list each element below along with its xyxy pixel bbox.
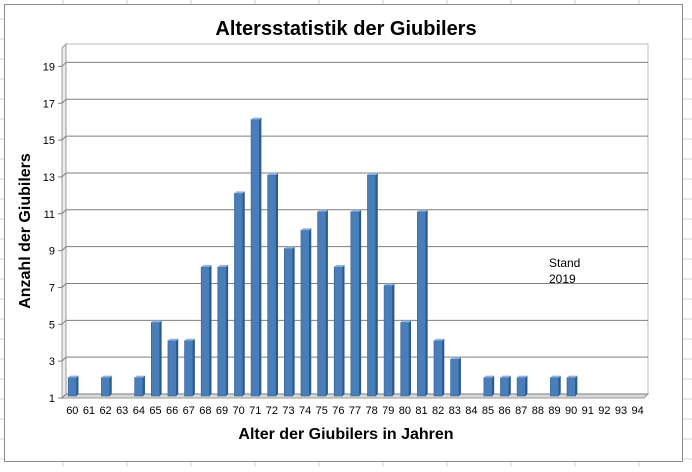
gridline-depth xyxy=(61,393,67,399)
x-tick-label: 70 xyxy=(232,405,244,417)
y-tick-label: 17 xyxy=(43,98,55,110)
bar xyxy=(250,117,262,397)
x-axis: 60 61 62 63 64 65 66 67 68 69 70 71 72 73 74 75 76 77 78 79… xyxy=(66,405,644,417)
x-tick-label: 82 xyxy=(432,405,444,417)
y-tick-label: 19 xyxy=(43,61,55,73)
x-tick-label: 69 xyxy=(216,405,228,417)
x-tick-label: 60 xyxy=(66,405,78,417)
x-tick-label: 63 xyxy=(116,405,128,417)
gridline-depth xyxy=(61,62,67,67)
bar xyxy=(433,338,445,397)
gridline-depth xyxy=(61,135,67,141)
gridline-depth xyxy=(61,98,67,104)
chart-annotation: Stand 2019 xyxy=(549,255,580,287)
bar xyxy=(333,265,345,397)
x-tick-label: 78 xyxy=(366,405,378,417)
bar xyxy=(483,375,495,397)
x-tick-label: 81 xyxy=(415,405,427,417)
y-tick-label: 15 xyxy=(43,135,55,147)
bar xyxy=(317,209,328,397)
gridline-depth xyxy=(61,283,67,288)
bar xyxy=(151,320,162,397)
y-tick-label: 9 xyxy=(49,246,55,258)
bar xyxy=(300,228,312,397)
bar xyxy=(566,375,578,397)
y-tick-label: 7 xyxy=(49,282,55,294)
x-tick-label: 61 xyxy=(83,405,95,417)
gridline-depth xyxy=(61,246,67,251)
x-tick-label: 88 xyxy=(532,405,544,417)
bar xyxy=(383,283,395,397)
x-tick-label: 71 xyxy=(249,405,261,417)
gridline-depth xyxy=(61,172,67,178)
x-tick-label: 62 xyxy=(99,405,111,417)
y-tick-label: 5 xyxy=(49,319,55,331)
x-tick-label: 89 xyxy=(548,405,560,417)
bar xyxy=(400,320,412,397)
gridline-depth xyxy=(61,209,67,215)
x-axis-label: Alter der Giubilers in Jahren xyxy=(238,426,454,443)
annotation-line-1: Stand xyxy=(549,256,581,270)
gridline-depth xyxy=(61,356,67,362)
bar xyxy=(500,375,511,397)
chart-title: Altersstatistik der Giubilers xyxy=(215,18,477,40)
x-tick-label: 65 xyxy=(149,405,161,417)
x-tick-label: 75 xyxy=(316,405,328,417)
x-tick-label: 77 xyxy=(349,405,361,417)
bar xyxy=(350,209,362,397)
x-tick-label: 68 xyxy=(199,405,211,417)
y-tick-label: 11 xyxy=(44,209,55,221)
bar xyxy=(417,209,428,397)
bar xyxy=(516,375,528,397)
x-tick-label: 87 xyxy=(515,405,527,417)
x-tick-label: 92 xyxy=(598,405,610,417)
x-tick-label: 79 xyxy=(382,405,394,417)
x-tick-label: 84 xyxy=(465,405,477,417)
x-tick-label: 83 xyxy=(449,405,461,417)
x-tick-label: 86 xyxy=(499,405,511,417)
bar xyxy=(67,375,79,397)
y-tick-label: 13 xyxy=(43,172,55,184)
plot-side-wall xyxy=(61,42,67,400)
bar xyxy=(184,338,195,397)
x-tick-label: 90 xyxy=(565,405,577,417)
x-tick-label: 66 xyxy=(166,405,178,417)
bar xyxy=(134,375,145,397)
y-axis-label: Anzahl der Giubilers xyxy=(17,153,34,309)
bar xyxy=(367,172,378,397)
bar xyxy=(167,338,179,397)
x-tick-label: 91 xyxy=(582,405,594,417)
x-tick-label: 94 xyxy=(632,405,644,417)
x-tick-label: 85 xyxy=(482,405,494,417)
bars xyxy=(67,117,578,397)
y-tick-label: 1 xyxy=(49,393,55,405)
x-tick-label: 72 xyxy=(266,405,278,417)
x-tick-label: 67 xyxy=(183,405,195,417)
annotation-line-2: 2019 xyxy=(549,272,576,286)
x-tick-label: 76 xyxy=(332,405,344,417)
bar xyxy=(284,246,295,397)
bar xyxy=(217,265,229,397)
bar xyxy=(267,172,279,397)
x-tick-label: 80 xyxy=(399,405,411,417)
bar xyxy=(200,265,212,397)
gridline-depth xyxy=(61,319,67,325)
x-tick-label: 74 xyxy=(299,405,311,417)
bar xyxy=(550,375,561,397)
y-tick-label: 3 xyxy=(49,356,55,368)
x-tick-label: 64 xyxy=(133,405,145,417)
bar xyxy=(234,191,245,397)
bar xyxy=(101,375,112,397)
x-tick-label: 93 xyxy=(615,405,627,417)
x-tick-label: 73 xyxy=(282,405,294,417)
bar xyxy=(450,357,461,397)
